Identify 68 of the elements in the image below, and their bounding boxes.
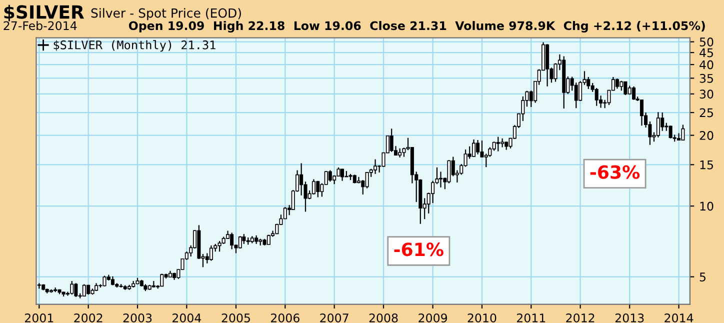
y-tick-label: 40: [700, 60, 714, 70]
annotation: -63%: [590, 165, 640, 179]
candlestick: [340, 168, 344, 182]
candlestick: [160, 273, 164, 287]
candlestick: [365, 172, 369, 189]
candlestick: [209, 244, 213, 262]
candlestick: [476, 139, 480, 155]
legend-label: $SILVER (Monthly) 21.31: [54, 40, 216, 52]
candlestick: [640, 98, 644, 126]
text: Open 19.09 High 22.18 Low 19.06 Close 21.31 Volume 978.9K Chg +2.12 (+11.05%): [128, 20, 705, 33]
y-tick-label: 45: [700, 48, 713, 58]
x-tick-label: 2008: [369, 314, 398, 322]
candlestick: [312, 178, 316, 196]
candlestick: [242, 234, 246, 244]
text: 27-Feb-2014: [4, 20, 77, 30]
x-tick-label: 2001: [25, 314, 54, 322]
candlestick: [82, 284, 86, 298]
x-tick-label: 2010: [468, 314, 496, 322]
candlestick: [615, 78, 619, 90]
candlestick: [632, 86, 636, 100]
y-tick-label: 20: [700, 131, 714, 140]
candlestick: [328, 170, 332, 182]
annotation: -61%: [394, 242, 444, 256]
x-tick-label: 2013: [615, 314, 644, 322]
candlestick: [472, 138, 476, 158]
candlestick: [300, 162, 304, 196]
x-tick-label: 2011: [516, 314, 546, 322]
candlestick: [668, 125, 672, 139]
x-tick-label: 2004: [172, 314, 202, 322]
chart-subtitle: Silver - Spot Price (EOD): [91, 8, 241, 20]
candlestick: [578, 80, 582, 102]
x-tick-label: 2002: [74, 314, 102, 322]
candlestick: [70, 280, 74, 296]
x-tick-label: 2007: [320, 314, 348, 322]
x-tick-label: 2012: [566, 314, 594, 322]
candlestick: [480, 140, 484, 158]
chart-title: $SILVER: [4, 4, 84, 22]
candlestick: [574, 82, 578, 109]
y-tick-label: 25: [700, 108, 713, 118]
y-tick-label: 35: [700, 74, 713, 83]
candlestick: [390, 128, 394, 152]
candlestick: [431, 180, 435, 204]
x-tick-label: 2005: [222, 314, 250, 322]
candlestick: [374, 158, 378, 174]
candlestick: [496, 136, 500, 152]
y-tick-label: 50: [700, 38, 714, 46]
candlestick: [74, 282, 78, 298]
candlestick: [230, 232, 234, 250]
y-tick-label: 15: [700, 160, 713, 170]
candlestick: [102, 275, 106, 287]
candlestick: [266, 234, 270, 246]
candlestick: [316, 180, 320, 198]
candlestick: [624, 80, 628, 96]
candlestick: [218, 240, 222, 252]
y-tick-label: 5: [700, 272, 706, 282]
x-tick-label: 2014: [664, 314, 694, 322]
candlestick: [594, 87, 598, 106]
x-tick-label: 2003: [123, 314, 152, 322]
candlestick: [620, 80, 624, 92]
candlestick: [438, 171, 443, 188]
y-tick-label: 30: [700, 90, 714, 99]
candlestick: [656, 112, 660, 138]
candlestick: [681, 124, 685, 141]
y-tick-label: 10: [700, 202, 714, 211]
candlestick: [238, 236, 242, 250]
candlestick: [398, 148, 402, 158]
x-tick-label: 2006: [270, 314, 300, 322]
x-tick-label: 2009: [418, 314, 447, 322]
